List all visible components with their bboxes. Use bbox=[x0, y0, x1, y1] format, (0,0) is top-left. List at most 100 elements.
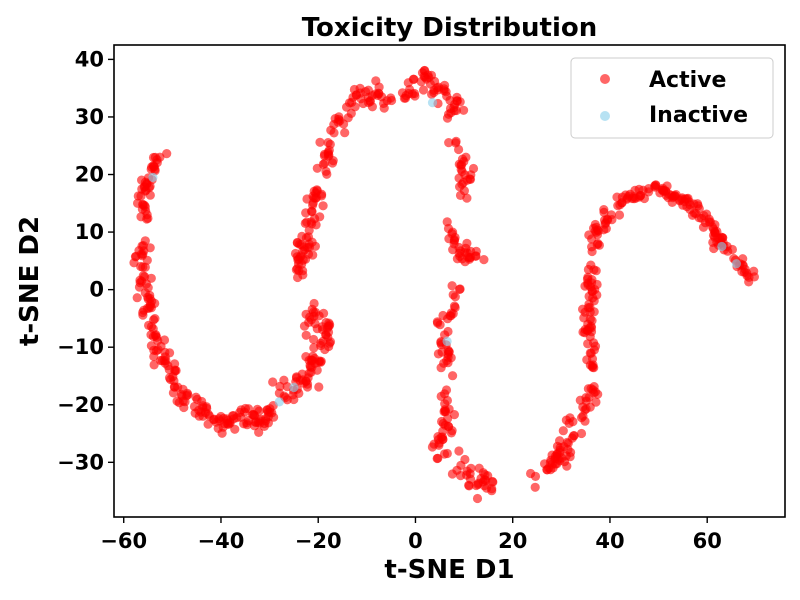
active-point bbox=[211, 417, 221, 427]
active-point bbox=[592, 279, 602, 290]
active-point bbox=[432, 317, 442, 327]
active-point bbox=[462, 175, 472, 185]
legend-box bbox=[570, 57, 774, 139]
active-point bbox=[133, 191, 143, 201]
y-tick-label: 20 bbox=[75, 163, 104, 187]
active-point bbox=[329, 120, 339, 130]
active-point bbox=[355, 88, 366, 98]
active-point bbox=[322, 323, 332, 333]
active-point bbox=[447, 281, 457, 291]
active-point bbox=[450, 232, 460, 243]
x-tick-label: −40 bbox=[198, 529, 245, 553]
active-point bbox=[444, 347, 454, 357]
active-point bbox=[542, 465, 552, 475]
active-point bbox=[322, 169, 332, 179]
active-point bbox=[459, 105, 469, 115]
active-point bbox=[452, 465, 462, 475]
active-point bbox=[586, 323, 597, 333]
active-point bbox=[585, 332, 595, 342]
active-point bbox=[582, 274, 593, 284]
active-point bbox=[131, 251, 141, 261]
active-point bbox=[292, 238, 303, 248]
active-point bbox=[630, 185, 640, 195]
points-layer bbox=[129, 65, 760, 504]
active-point bbox=[567, 433, 577, 443]
active-point bbox=[426, 70, 437, 80]
active-point bbox=[687, 210, 698, 220]
active-point bbox=[465, 474, 476, 484]
active-point bbox=[315, 137, 325, 147]
active-point bbox=[434, 440, 444, 450]
active-point bbox=[293, 272, 303, 283]
active-point bbox=[443, 314, 453, 324]
active-point bbox=[568, 417, 578, 427]
active-point bbox=[530, 482, 540, 492]
x-tick-label: 60 bbox=[693, 529, 722, 553]
active-point bbox=[483, 471, 493, 481]
active-point bbox=[578, 327, 588, 337]
active-point bbox=[585, 314, 595, 324]
active-point bbox=[675, 196, 685, 206]
active-point bbox=[194, 411, 204, 421]
active-point bbox=[454, 173, 464, 183]
active-point bbox=[710, 227, 720, 237]
active-point bbox=[236, 412, 246, 422]
active-point bbox=[149, 360, 159, 370]
active-point bbox=[140, 272, 150, 282]
legend-marker-inactive bbox=[600, 111, 610, 121]
active-point bbox=[577, 413, 587, 423]
active-point bbox=[440, 80, 450, 90]
active-point bbox=[566, 447, 576, 457]
active-point bbox=[298, 266, 308, 276]
active-point bbox=[650, 182, 660, 192]
active-point bbox=[218, 422, 228, 432]
active-point bbox=[440, 389, 450, 399]
active-point bbox=[172, 396, 182, 406]
active-point bbox=[367, 102, 377, 112]
active-point bbox=[558, 426, 568, 436]
y-tick-label: 30 bbox=[75, 105, 104, 129]
active-point bbox=[444, 404, 454, 414]
active-point bbox=[410, 91, 420, 101]
active-point bbox=[317, 191, 327, 201]
y-tick-label: −30 bbox=[57, 450, 104, 474]
active-point bbox=[466, 463, 476, 473]
active-point bbox=[638, 185, 648, 195]
active-point bbox=[585, 360, 596, 370]
active-point bbox=[306, 367, 316, 377]
inactive-point bbox=[148, 172, 158, 182]
active-point bbox=[236, 405, 246, 415]
x-axis: −60 −40 −20 0 20 40 60 bbox=[100, 517, 722, 553]
active-point bbox=[309, 334, 319, 345]
active-point bbox=[149, 161, 159, 171]
active-point bbox=[309, 298, 319, 309]
active-point bbox=[698, 222, 709, 232]
active-point bbox=[590, 387, 601, 397]
active-point bbox=[614, 210, 625, 220]
inactive-point bbox=[442, 336, 452, 346]
active-point bbox=[140, 236, 150, 246]
active-point bbox=[143, 283, 153, 293]
active-point bbox=[263, 418, 273, 428]
active-point bbox=[312, 163, 322, 173]
inactive-point bbox=[289, 382, 299, 393]
active-point bbox=[405, 84, 415, 95]
active-point bbox=[552, 449, 563, 459]
active-point bbox=[136, 212, 146, 222]
active-point bbox=[306, 315, 316, 325]
active-point bbox=[444, 138, 454, 148]
active-point bbox=[306, 217, 316, 227]
active-point bbox=[319, 308, 329, 318]
active-point bbox=[462, 193, 472, 203]
active-point bbox=[305, 361, 315, 371]
active-point bbox=[440, 420, 450, 430]
active-point bbox=[439, 358, 449, 368]
active-point bbox=[749, 266, 759, 276]
active-point bbox=[439, 449, 450, 459]
active-point bbox=[526, 468, 536, 479]
active-point bbox=[182, 388, 192, 398]
x-tick-label: −60 bbox=[100, 529, 147, 553]
active-point bbox=[704, 214, 714, 224]
active-point bbox=[455, 284, 465, 294]
